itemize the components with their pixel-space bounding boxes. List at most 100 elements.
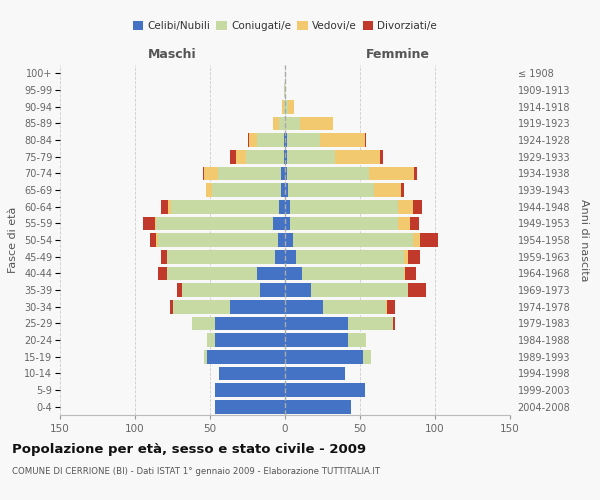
Bar (215, 400, 285, 413)
Bar (285, 250, 296, 264)
Bar (284, 150, 285, 164)
Bar (273, 116, 279, 130)
Text: Femmine: Femmine (365, 48, 430, 62)
Bar (219, 366, 285, 380)
Bar (171, 200, 279, 213)
Text: Maschi: Maschi (148, 48, 197, 62)
Bar (168, 200, 171, 213)
Bar (287, 166, 369, 180)
Bar (290, 200, 398, 213)
Bar (285, 216, 290, 230)
Bar (257, 266, 285, 280)
Bar (284, 83, 285, 97)
Text: COMUNE DI CERRIONE (BI) - Dati ISTAT 1° gennaio 2009 - Elaborazione TUTTITALIA.I: COMUNE DI CERRIONE (BI) - Dati ISTAT 1° … (12, 468, 380, 476)
Bar (413, 233, 420, 247)
Bar (285, 316, 348, 330)
Bar (192, 316, 215, 330)
Bar (170, 300, 173, 314)
Bar (373, 183, 401, 197)
Bar (398, 200, 413, 213)
Bar (235, 150, 246, 164)
Bar (284, 133, 285, 147)
Bar (285, 150, 287, 164)
Bar (413, 200, 421, 213)
Bar (300, 116, 333, 130)
Bar (348, 333, 366, 347)
Bar (204, 166, 218, 180)
Bar (365, 133, 366, 147)
Bar (203, 166, 204, 180)
Bar (157, 266, 167, 280)
Bar (285, 300, 323, 314)
Bar (311, 283, 408, 297)
Bar (285, 200, 290, 213)
Bar (279, 116, 285, 130)
Bar (207, 333, 215, 347)
Bar (386, 300, 387, 314)
Bar (279, 200, 285, 213)
Bar (285, 366, 345, 380)
Y-axis label: Fasce di età: Fasce di età (8, 207, 19, 273)
Bar (167, 266, 257, 280)
Text: Popolazione per età, sesso e stato civile - 2009: Popolazione per età, sesso e stato civil… (12, 442, 366, 456)
Bar (398, 216, 409, 230)
Bar (404, 250, 408, 264)
Bar (285, 400, 351, 413)
Bar (409, 216, 419, 230)
Bar (246, 150, 284, 164)
Bar (260, 283, 285, 297)
Bar (173, 300, 229, 314)
Bar (323, 300, 386, 314)
Legend: Celibi/Nubili, Coniugati/e, Vedovi/e, Divorziati/e: Celibi/Nubili, Coniugati/e, Vedovi/e, Di… (128, 17, 442, 36)
Bar (414, 166, 417, 180)
Bar (161, 200, 168, 213)
Bar (177, 283, 182, 297)
Bar (157, 233, 277, 247)
Bar (212, 183, 281, 197)
Bar (285, 133, 287, 147)
Bar (285, 233, 293, 247)
Bar (302, 266, 404, 280)
Bar (285, 266, 302, 280)
Bar (161, 250, 167, 264)
Bar (275, 250, 285, 264)
Bar (285, 383, 365, 397)
Bar (408, 283, 426, 297)
Bar (215, 383, 285, 397)
Bar (404, 266, 405, 280)
Bar (287, 133, 320, 147)
Bar (401, 183, 404, 197)
Bar (393, 316, 395, 330)
Bar (285, 100, 288, 114)
Bar (288, 100, 294, 114)
Bar (143, 216, 155, 230)
Bar (257, 133, 284, 147)
Bar (155, 216, 156, 230)
Bar (287, 150, 335, 164)
Bar (229, 150, 235, 164)
Bar (207, 350, 285, 364)
Bar (285, 166, 287, 180)
Bar (288, 183, 373, 197)
Bar (348, 316, 393, 330)
Bar (408, 250, 420, 264)
Bar (150, 233, 156, 247)
Bar (285, 283, 311, 297)
Bar (218, 166, 281, 180)
Bar (273, 216, 285, 230)
Bar (293, 233, 413, 247)
Bar (229, 300, 285, 314)
Bar (249, 133, 257, 147)
Bar (335, 150, 380, 164)
Bar (248, 133, 249, 147)
Y-axis label: Anni di nascita: Anni di nascita (579, 198, 589, 281)
Bar (284, 100, 285, 114)
Bar (290, 216, 398, 230)
Bar (387, 300, 395, 314)
Bar (380, 150, 383, 164)
Bar (156, 233, 157, 247)
Bar (281, 183, 285, 197)
Bar (369, 166, 414, 180)
Bar (182, 283, 260, 297)
Bar (285, 116, 300, 130)
